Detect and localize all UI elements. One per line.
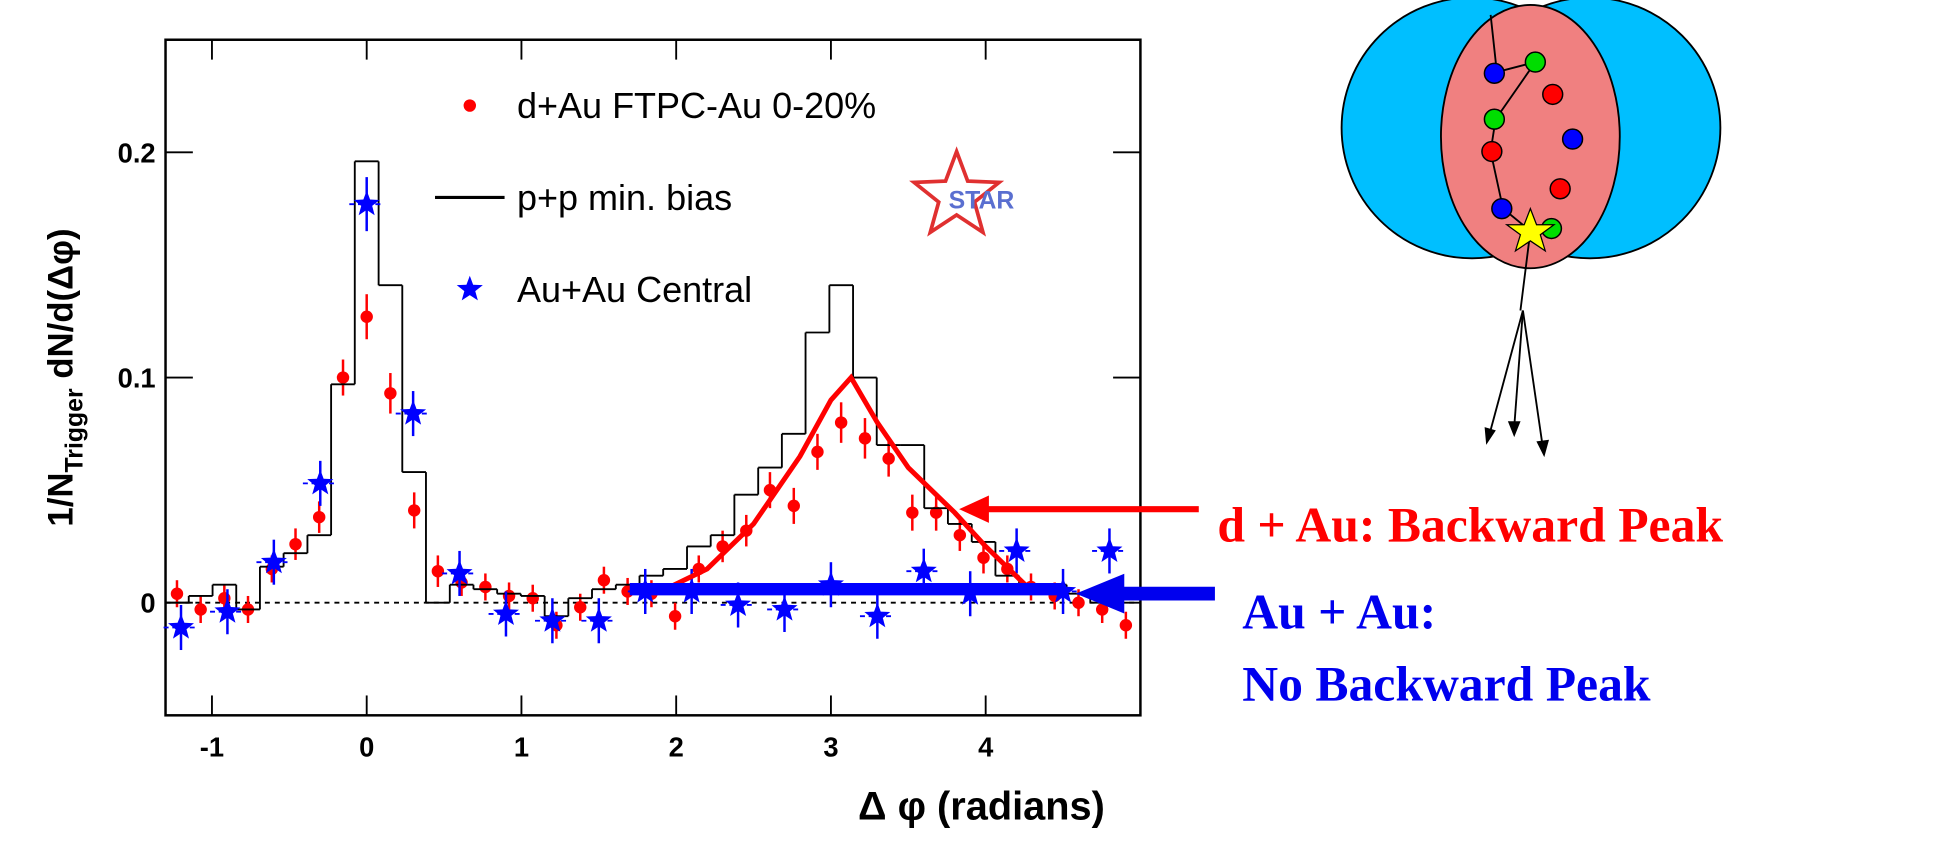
x-tick-label: 2 xyxy=(669,731,684,762)
annotation: d + Au: Backward Peak xyxy=(1217,497,1723,552)
point xyxy=(289,537,302,551)
star-point xyxy=(214,598,241,623)
point xyxy=(834,416,848,429)
annotation: Au + Au: xyxy=(1242,584,1436,639)
point xyxy=(811,445,824,459)
arrow-head xyxy=(959,495,989,523)
y-tick-label: 0 xyxy=(140,588,155,619)
trigger-star xyxy=(1504,206,1556,253)
point xyxy=(336,371,350,384)
x-tick-label: 4 xyxy=(978,731,994,762)
point xyxy=(1119,619,1133,632)
point xyxy=(360,310,373,323)
x-tick-label: 1 xyxy=(514,731,529,762)
point xyxy=(668,610,682,623)
y-label-part: dN/d(Δφ) xyxy=(42,228,80,388)
star-point xyxy=(493,600,519,626)
point xyxy=(1095,603,1109,616)
star-point xyxy=(1096,537,1123,562)
star-point xyxy=(400,399,427,425)
point xyxy=(384,387,397,400)
star-point xyxy=(307,469,334,495)
point xyxy=(597,574,611,587)
y-tick-label: 0.2 xyxy=(118,137,156,168)
point xyxy=(929,506,943,519)
annotation: No Backward Peak xyxy=(1242,656,1651,711)
star-point xyxy=(539,607,566,632)
plot-frame xyxy=(164,38,1142,717)
point xyxy=(858,432,872,445)
x-tick-label: -1 xyxy=(200,731,224,762)
x-tick-label: 0 xyxy=(359,731,374,762)
logo-text: STAR xyxy=(949,188,1015,215)
point xyxy=(312,510,326,524)
x-axis-label: Δ φ (radians) xyxy=(858,785,1105,829)
arrow-head xyxy=(1075,573,1125,614)
star-point xyxy=(353,190,380,216)
point xyxy=(479,580,492,594)
point xyxy=(574,601,587,614)
legend-label: Au+Au Central xyxy=(517,269,752,310)
y-tick-label: 0.1 xyxy=(118,362,156,393)
particles xyxy=(1481,51,1584,240)
point xyxy=(787,499,800,513)
star-point xyxy=(446,559,473,585)
point xyxy=(463,99,477,112)
legend-label: d+Au FTPC-Au 0-20% xyxy=(517,85,876,126)
point xyxy=(953,528,967,542)
point xyxy=(882,452,895,465)
y-axis-label: 1/NTrigger dN/d(Δφ) xyxy=(42,228,88,526)
star-point xyxy=(585,607,612,632)
star-point xyxy=(910,557,937,583)
legend-label: p+p min. bias xyxy=(517,177,732,218)
star-point xyxy=(260,548,287,574)
point xyxy=(194,603,207,616)
collision-diagram xyxy=(1340,0,1722,458)
point xyxy=(526,592,539,605)
fit-curve xyxy=(659,373,1034,594)
point xyxy=(170,587,184,600)
star-point xyxy=(725,591,752,616)
point xyxy=(1072,596,1085,609)
star-point xyxy=(1003,537,1030,562)
star-point xyxy=(456,275,483,301)
x-tick-label: 3 xyxy=(823,731,838,762)
point xyxy=(431,564,445,578)
y-label-part: 1/N xyxy=(42,473,80,527)
y-label-sub: Trigger xyxy=(61,388,88,472)
star-point xyxy=(1050,577,1077,603)
point xyxy=(407,504,421,517)
point xyxy=(977,551,990,564)
point xyxy=(906,506,919,519)
point xyxy=(502,589,516,603)
jet xyxy=(1484,310,1550,458)
star-point xyxy=(771,595,798,621)
logo-star xyxy=(909,146,1005,237)
star-point xyxy=(864,602,891,628)
star-point xyxy=(168,613,194,639)
